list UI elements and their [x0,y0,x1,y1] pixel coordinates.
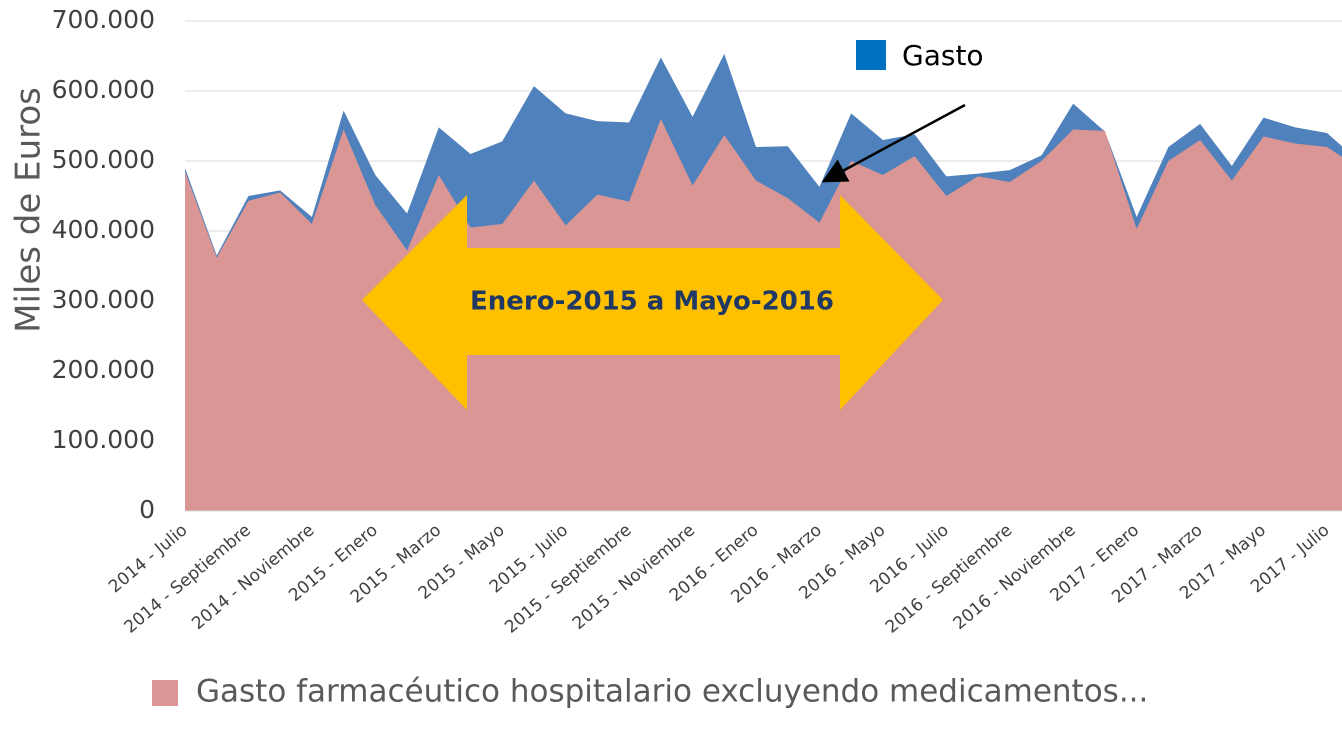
range-arrow [362,195,943,410]
y-tick-label: 100.000 [52,425,155,454]
legend-label: Gasto farmacéutico hospitalario excluyen… [196,674,1148,710]
y-axis-label: Miles de Euros [9,87,49,333]
annotation: Enero-2015 a Mayo-2016 [470,287,834,317]
y-tick-label: 700.000 [52,5,155,34]
x-tick-label: 2014 - Noviembre [188,520,318,634]
x-tick-label: 2016 - Noviembre [950,520,1080,634]
pointer-arrow [821,103,966,183]
y-tick-label: 0 [139,495,155,524]
y-tick-label: 600.000 [52,75,155,104]
y-tick-label: 500.000 [52,145,155,174]
legend-swatch [152,680,178,706]
x-tick-label: 2015 - Noviembre [569,520,699,634]
y-tick-label: 200.000 [52,355,155,384]
legend-label: Gasto [902,39,984,72]
y-tick-label: 400.000 [52,215,155,244]
legend-swatch [856,40,886,70]
y-tick-label: 300.000 [52,285,155,314]
